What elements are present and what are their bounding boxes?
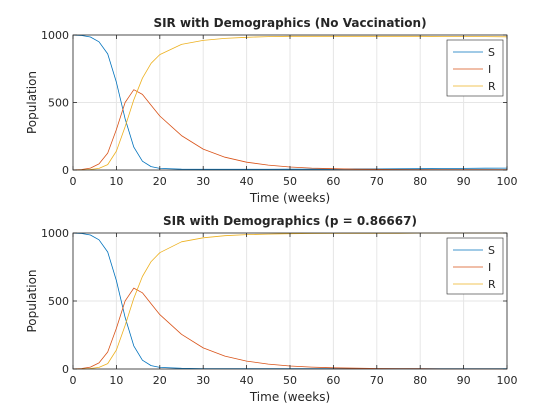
- chart-0-y-axis-label: Population: [25, 71, 39, 134]
- chart-1-x-tick-label: 50: [283, 374, 297, 387]
- chart-1-x-tick-label: 0: [70, 374, 77, 387]
- chart-1-legend-label-S: S: [488, 244, 495, 257]
- chart-0-x-tick-label: 70: [370, 175, 384, 188]
- chart-0-x-tick-label: 0: [70, 175, 77, 188]
- chart-0-legend-label-R: R: [488, 80, 496, 93]
- chart-1-x-tick-label: 100: [497, 374, 518, 387]
- chart-0-legend-label-I: I: [488, 63, 491, 76]
- chart-1-x-tick-label: 80: [413, 374, 427, 387]
- chart-0-x-axis-label: Time (weeks): [249, 191, 330, 205]
- chart-0-legend-label-S: S: [488, 46, 495, 59]
- chart-1-x-tick-label: 40: [240, 374, 254, 387]
- chart-0-x-tick-label: 30: [196, 175, 210, 188]
- chart-1-legend-label-R: R: [488, 278, 496, 291]
- chart-1-y-tick-label: 500: [48, 295, 69, 308]
- chart-1-legend-label-I: I: [488, 261, 491, 274]
- chart-0-x-tick-label: 60: [326, 175, 340, 188]
- chart-1-y-tick-label: 1000: [41, 227, 69, 240]
- chart-0-series-line-R: [72, 35, 508, 171]
- chart-0-x-tick-label: 20: [153, 175, 167, 188]
- chart-1-x-axis-label: Time (weeks): [249, 390, 330, 404]
- chart-1-title: SIR with Demographics (p = 0.86667): [163, 214, 417, 228]
- chart-0-x-tick-label: 90: [457, 175, 471, 188]
- chart-0-y-tick-label: 500: [48, 97, 69, 110]
- chart-1-x-tick-label: 30: [196, 374, 210, 387]
- chart-0-title: SIR with Demographics (No Vaccination): [153, 16, 426, 30]
- chart-1-legend-box: [446, 237, 504, 295]
- chart-0-legend: SIR: [446, 39, 504, 97]
- chart-0-y-tick-label: 0: [62, 164, 69, 177]
- chart-1-y-axis-label: Population: [25, 269, 39, 332]
- chart-1-legend: SIR: [446, 237, 504, 295]
- chart-0-x-tick-label: 40: [240, 175, 254, 188]
- chart-0-x-tick-label: 50: [283, 175, 297, 188]
- chart-0-x-tick-label: 10: [109, 175, 123, 188]
- chart-0-series-line-S: [72, 34, 508, 170]
- chart-1-y-tick-label: 0: [62, 363, 69, 376]
- chart-0-legend-box: [446, 39, 504, 97]
- chart-1-x-tick-label: 90: [457, 374, 471, 387]
- chart-1-x-tick-label: 60: [326, 374, 340, 387]
- chart-1-x-tick-label: 70: [370, 374, 384, 387]
- chart-1-x-tick-label: 10: [109, 374, 123, 387]
- chart-1-x-tick-label: 20: [153, 374, 167, 387]
- chart-0-x-tick-label: 100: [497, 175, 518, 188]
- chart-0-y-tick-label: 1000: [41, 29, 69, 42]
- chart-0-series-line-I: [72, 89, 507, 171]
- chart-0-x-tick-label: 80: [413, 175, 427, 188]
